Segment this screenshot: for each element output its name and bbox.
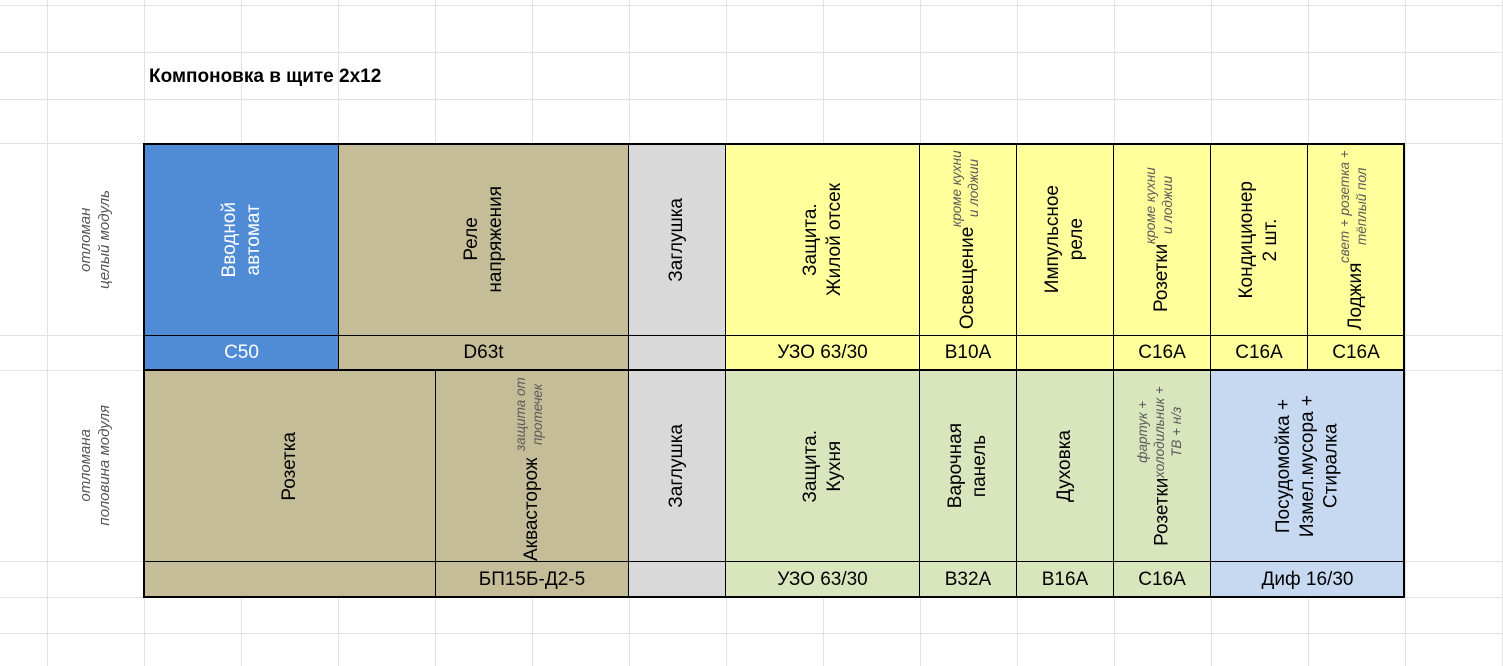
breaker-rating[interactable] bbox=[144, 561, 436, 598]
module-name: Защита. Кухня bbox=[799, 429, 845, 503]
module-cell[interactable]: Розетки фартук + холодильник + ТВ + н/з bbox=[1113, 370, 1211, 562]
module-name: Лоджия bbox=[1345, 262, 1367, 330]
grid-column-line bbox=[47, 0, 48, 666]
module-label: Кондиционер 2 шт. bbox=[1235, 181, 1283, 299]
module-note: свет + розетка + тёплый пол bbox=[1337, 149, 1369, 263]
module-cell[interactable]: Лоджия свет + розетка + тёплый пол bbox=[1307, 143, 1405, 336]
module-note: кроме кухни и лоджии bbox=[949, 149, 981, 227]
breaker-rating[interactable]: БП15Б-Д2-5 bbox=[435, 561, 629, 598]
module-cell[interactable]: Варочная панель bbox=[919, 370, 1017, 562]
module-name: Кондиционер 2 шт. bbox=[1236, 180, 1281, 299]
module-cell[interactable]: Освещение кроме кухни и лоджии bbox=[919, 143, 1017, 336]
module-name: Импульсное реле bbox=[1042, 185, 1087, 294]
module-name: Аквасторож bbox=[521, 457, 543, 561]
module-label: Розетки фартук + холодильник + ТВ + н/з bbox=[1135, 386, 1190, 546]
breaker-rating[interactable]: УЗО 63/30 bbox=[725, 561, 920, 598]
breaker-rating[interactable]: D63t bbox=[338, 335, 629, 371]
row-divider bbox=[143, 369, 1405, 371]
module-cell[interactable]: Духовка bbox=[1016, 370, 1114, 562]
module-name: Заглушка bbox=[666, 424, 688, 508]
grid-row-line bbox=[0, 52, 1503, 53]
module-label: Варочная панель bbox=[944, 423, 992, 508]
module-name: Розетки bbox=[1151, 477, 1173, 546]
module-label: Защита. Кухня bbox=[799, 430, 847, 503]
module-label: Розетки кроме кухни и лоджии bbox=[1143, 167, 1181, 312]
module-cell[interactable]: Вводной автомат bbox=[144, 143, 339, 336]
breaker-rating[interactable] bbox=[1016, 335, 1114, 371]
breaker-rating[interactable]: C16A bbox=[1307, 335, 1405, 371]
breaker-rating[interactable]: УЗО 63/30 bbox=[725, 335, 920, 371]
module-label: Реле напряжения bbox=[460, 186, 508, 293]
module-cell[interactable]: Заглушка bbox=[628, 370, 726, 562]
module-cell[interactable]: Розетки кроме кухни и лоджии bbox=[1113, 143, 1211, 336]
grid-row-line bbox=[0, 5, 1503, 6]
module-label: Заглушка bbox=[665, 424, 689, 508]
breaker-rating[interactable] bbox=[628, 561, 726, 598]
module-label: Розетка bbox=[278, 432, 302, 501]
breaker-rating[interactable] bbox=[628, 335, 726, 371]
module-cell[interactable]: Розетка bbox=[144, 370, 436, 562]
module-note: кроме кухни и лоджии bbox=[1143, 167, 1175, 244]
module-name: Розетки bbox=[1151, 243, 1173, 312]
module-name: Варочная панель bbox=[945, 423, 990, 509]
module-name: Вводной автомат bbox=[218, 201, 264, 278]
module-cell[interactable]: Заглушка bbox=[628, 143, 726, 336]
module-name: Защита. Жилой отсек bbox=[799, 183, 845, 296]
module-note: защита от протечек bbox=[513, 377, 545, 452]
module-name: Реле напряжения bbox=[460, 186, 506, 293]
grid-row-line bbox=[0, 633, 1503, 634]
module-name: Освещение bbox=[957, 226, 979, 330]
module-label: Посудомойка + Измел.мусора + Стиралка bbox=[1272, 395, 1343, 537]
breaker-rating[interactable]: B16A bbox=[1016, 561, 1114, 598]
module-cell[interactable]: Защита. Кухня bbox=[725, 370, 920, 562]
module-label: Духовка bbox=[1053, 430, 1077, 502]
sheet-title: Компоновка в щите 2x12 bbox=[149, 66, 382, 87]
module-label: Аквасторож защита от протечек bbox=[513, 371, 551, 561]
module-cell[interactable]: Импульсное реле bbox=[1016, 143, 1114, 336]
breaker-rating[interactable]: C16A bbox=[1113, 335, 1211, 371]
module-name: Заглушка bbox=[666, 197, 688, 282]
module-label: Импульсное реле bbox=[1041, 185, 1089, 293]
breaker-rating[interactable]: C16A bbox=[1113, 561, 1211, 598]
module-cell[interactable]: Защита. Жилой отсек bbox=[725, 143, 920, 336]
module-label: Заглушка bbox=[665, 198, 689, 282]
grid-row-line bbox=[0, 99, 1503, 100]
module-label: Защита. Жилой отсек bbox=[799, 183, 847, 296]
module-label: Лоджия свет + розетка + тёплый пол bbox=[1337, 150, 1375, 330]
module-name: Духовка bbox=[1054, 429, 1076, 503]
module-cell[interactable]: Аквасторож защита от протечек bbox=[435, 370, 629, 562]
module-cell[interactable]: Посудомойка + Измел.мусора + Стиралка bbox=[1210, 370, 1405, 562]
module-cell[interactable]: Реле напряжения bbox=[338, 143, 629, 336]
module-cell[interactable]: Кондиционер 2 шт. bbox=[1210, 143, 1308, 336]
side-label-row2: отломана половина модуля bbox=[76, 405, 113, 526]
side-label-row1: отломан целый модуль bbox=[76, 189, 113, 289]
module-note: фартук + холодильник + ТВ + н/з bbox=[1134, 386, 1184, 478]
breaker-rating[interactable]: Диф 16/30 bbox=[1210, 561, 1405, 598]
grid-column-line bbox=[1405, 0, 1406, 666]
breaker-rating[interactable]: B10A bbox=[919, 335, 1017, 371]
module-name: Розетка bbox=[279, 431, 301, 501]
module-label: Вводной автомат bbox=[218, 202, 266, 277]
breaker-rating[interactable]: B32A bbox=[919, 561, 1017, 598]
breaker-rating[interactable]: C16A bbox=[1210, 335, 1308, 371]
module-label: Освещение кроме кухни и лоджии bbox=[949, 150, 987, 329]
breaker-rating[interactable]: C50 bbox=[144, 335, 339, 371]
module-name: Посудомойка + Измел.мусора + Стиралка bbox=[1272, 394, 1342, 538]
